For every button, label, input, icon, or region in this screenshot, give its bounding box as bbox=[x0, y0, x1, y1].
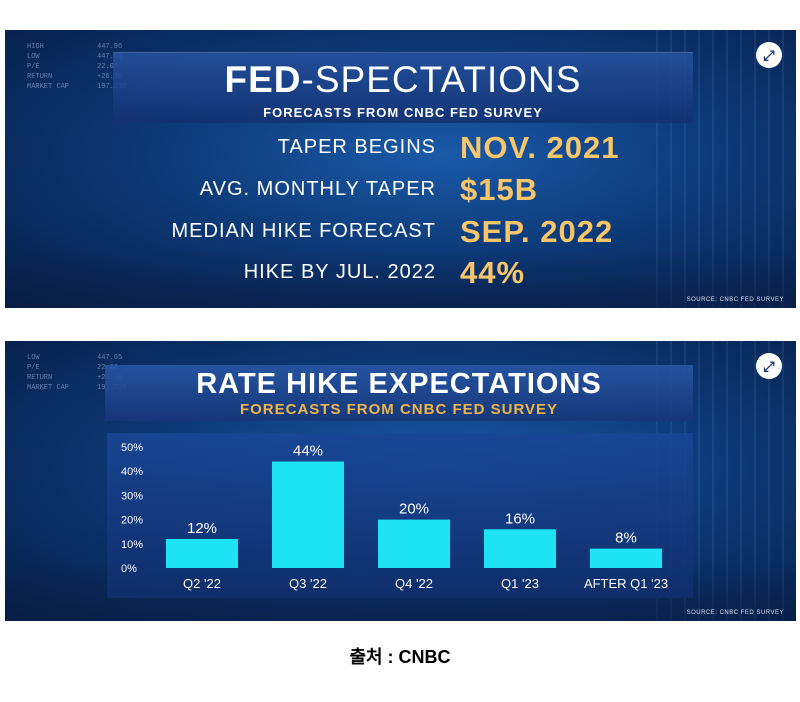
x-tick-label: Q1 '23 bbox=[501, 576, 539, 591]
expand-arrows-icon[interactable]: ⤢ bbox=[756, 42, 782, 68]
ticker-row: HIGH 447.96 bbox=[27, 43, 123, 51]
data-label: 8% bbox=[615, 530, 637, 547]
image-credit: 출처 : CNBC bbox=[349, 647, 451, 667]
ticker-row: LOW 447.65 bbox=[27, 354, 123, 362]
y-tick-label: 30% bbox=[121, 490, 143, 502]
data-label: 16% bbox=[505, 510, 535, 527]
y-tick-label: 20% bbox=[121, 515, 143, 527]
bar bbox=[271, 461, 345, 568]
chart-title: RATE HIKE EXPECTATIONS bbox=[196, 368, 602, 400]
ticker-box: HIGH 447.96 LOW 447.65 P/E 22.08 RETURN +26.… bbox=[27, 42, 126, 92]
data-label: 12% bbox=[187, 520, 217, 537]
source-note: SOURCE: CNBC FED SURVEY bbox=[686, 297, 784, 303]
bar bbox=[483, 529, 557, 568]
bar bbox=[589, 548, 663, 568]
bar bbox=[165, 538, 239, 568]
ticker-row: RETURN+26.30 bbox=[27, 73, 123, 81]
chart-area: 0% 10% 20% 30% 40% 50% 12% Q2 '22 44% Q3 '22 20% Q4… bbox=[107, 433, 693, 598]
stat-label: MEDIAN HIKE FORECAST bbox=[171, 220, 436, 242]
ticker-row: LOW 447.65 bbox=[27, 53, 123, 61]
panel-subtitle: FORECASTS FROM CNBC FED SURVEY bbox=[263, 105, 543, 120]
background-glow bbox=[5, 248, 796, 308]
bar-chart: 0% 10% 20% 30% 40% 50% 12% Q2 '22 44% Q3 '22 20% Q4… bbox=[121, 442, 668, 591]
source-note: SOURCE: CNBC FED SURVEY bbox=[686, 610, 784, 616]
data-label: 20% bbox=[399, 501, 429, 518]
title-band: FED-SPECTATIONS FORECASTS FROM CNBC FED … bbox=[113, 52, 693, 123]
fed-spectations-panel: HIGH 447.96 LOW 447.65 P/E 22.08 RETURN +26.… bbox=[5, 30, 796, 308]
stat-value: NOV. 2021 bbox=[460, 130, 620, 165]
stat-value: 44% bbox=[460, 255, 526, 290]
y-tick-label: 40% bbox=[121, 466, 143, 478]
y-tick-label: 50% bbox=[121, 442, 143, 454]
y-tick-label: 10% bbox=[121, 539, 143, 551]
title-band: RATE HIKE EXPECTATIONS FORECASTS FROM CN… bbox=[105, 365, 693, 421]
stat-label: AVG. MONTHLY TAPER bbox=[199, 178, 436, 200]
stat-label: HIKE BY JUL. 2022 bbox=[243, 261, 436, 283]
y-tick-label: 0% bbox=[121, 563, 137, 575]
expand-arrows-icon[interactable]: ⤢ bbox=[756, 353, 782, 379]
stat-value: SEP. 2022 bbox=[460, 214, 614, 249]
bar bbox=[377, 519, 451, 568]
chart-subtitle: FORECASTS FROM CNBC FED SURVEY bbox=[239, 401, 559, 418]
panel-title: FED-SPECTATIONS bbox=[224, 59, 582, 100]
stat-value: $15B bbox=[460, 172, 539, 207]
x-tick-label: Q4 '22 bbox=[395, 576, 433, 591]
x-tick-label: Q2 '22 bbox=[183, 576, 221, 591]
data-label: 44% bbox=[293, 443, 323, 460]
stat-label: TAPER BEGINS bbox=[277, 136, 436, 158]
x-tick-label: AFTER Q1 '23 bbox=[584, 576, 668, 591]
x-tick-label: Q3 '22 bbox=[289, 576, 327, 591]
